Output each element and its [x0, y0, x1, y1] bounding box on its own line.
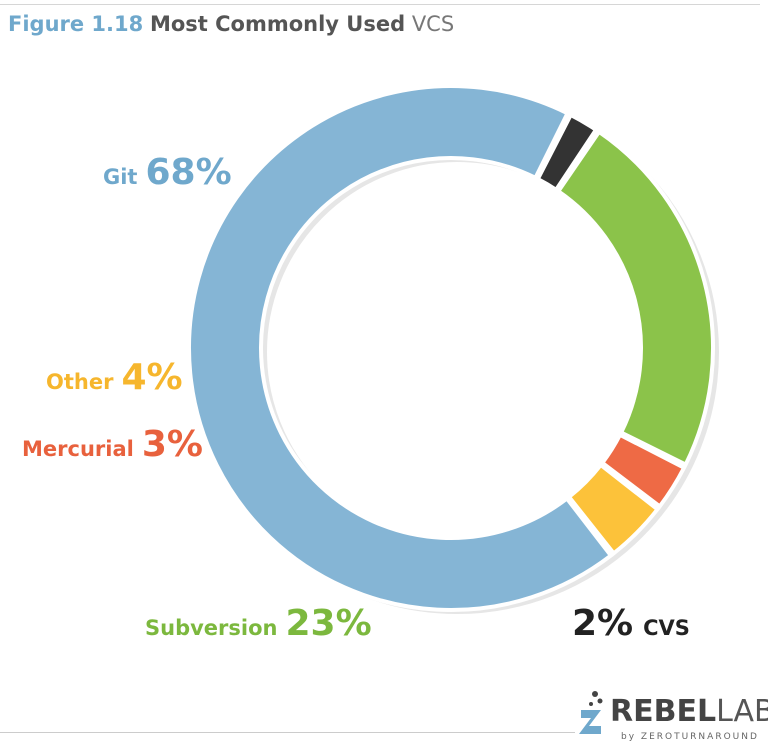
label-subversion-name: Subversion	[145, 616, 278, 640]
slice-subversion	[555, 129, 715, 468]
figure-number: Figure 1.18	[8, 12, 144, 36]
label-cvs-percent: 2%	[572, 603, 634, 644]
slice-cvs	[535, 112, 599, 193]
slice-mercurial	[599, 432, 687, 510]
footer-divider	[0, 732, 575, 733]
label-cvs: 2% CVS	[572, 603, 690, 644]
label-git-percent: 68%	[145, 152, 232, 193]
label-git: Git 68%	[103, 152, 232, 193]
label-cvs-name: CVS	[643, 616, 690, 640]
logo-word-rebel: REBEL	[610, 694, 717, 729]
top-divider	[0, 4, 760, 5]
label-mercurial-name: Mercurial	[22, 437, 134, 461]
label-other-name: Other	[46, 370, 114, 394]
title-main: Most Commonly Used	[149, 12, 406, 36]
flask-logo-icon	[579, 691, 603, 734]
logo-word-labs: LABS	[716, 694, 768, 729]
figure-title: Figure 1.18 Most Commonly Used VCS	[8, 12, 454, 36]
title-tail: VCS	[411, 12, 455, 36]
slice-other	[566, 462, 661, 557]
slice-git	[187, 84, 614, 612]
label-other: Other 4%	[46, 357, 183, 398]
label-mercurial-percent: 3%	[141, 424, 203, 465]
logo-subtitle: by ZEROTURNAROUND	[621, 732, 759, 742]
label-subversion: Subversion 23%	[145, 603, 372, 644]
label-mercurial: Mercurial 3%	[22, 424, 203, 465]
rebellabs-logo: REBELLABS by ZEROTURNAROUND	[575, 688, 768, 744]
label-subversion-percent: 23%	[285, 603, 372, 644]
label-other-percent: 4%	[121, 357, 183, 398]
label-git-name: Git	[103, 165, 138, 189]
logo-wordmark: REBELLABS	[610, 694, 768, 729]
